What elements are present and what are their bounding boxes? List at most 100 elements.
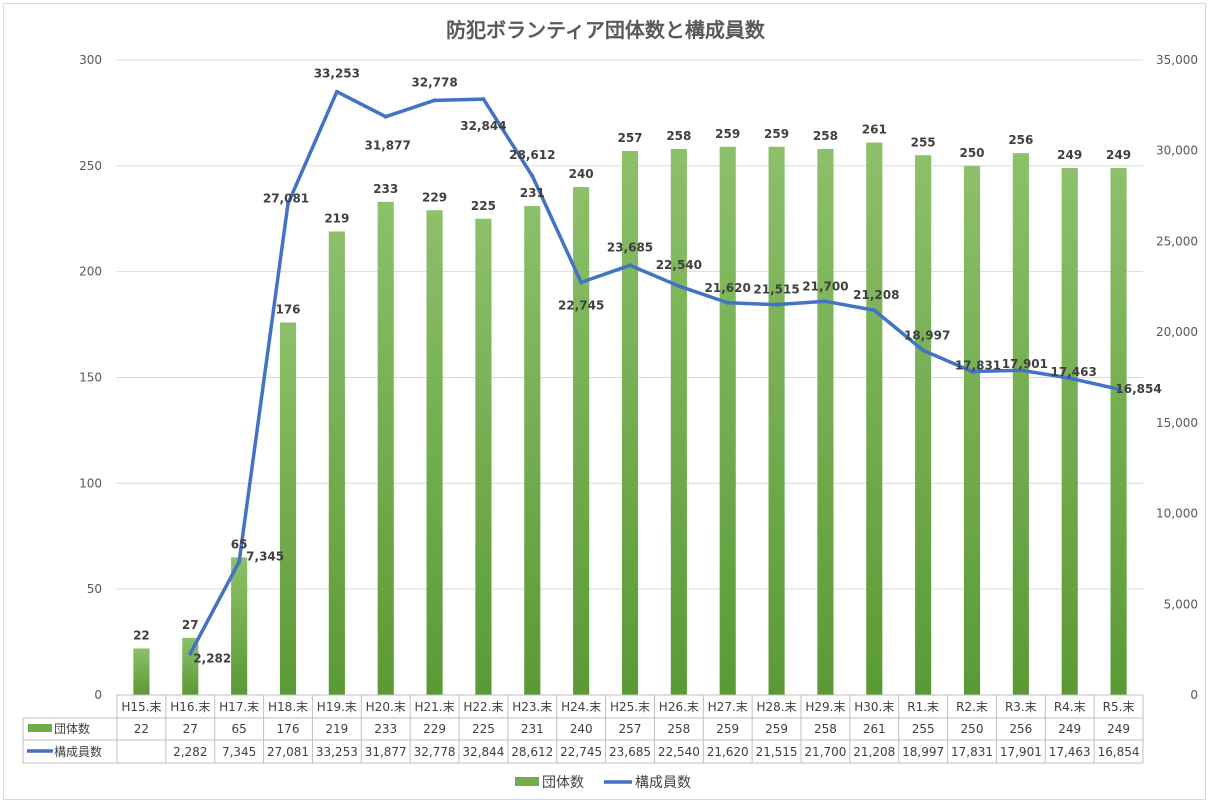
bar-data-label: 219 <box>324 211 349 225</box>
y-left-tick-label: 0 <box>94 688 102 702</box>
x-tick-label: R3.末 <box>1005 700 1037 714</box>
table-cell: 21,700 <box>804 745 846 759</box>
line-point <box>1116 387 1121 392</box>
bar <box>1110 167 1127 695</box>
line-point <box>579 280 584 285</box>
x-tick-label: H23.末 <box>512 700 552 714</box>
legend: 団体数 構成員数 <box>515 775 691 791</box>
bar-data-label: 225 <box>471 199 496 213</box>
line-point <box>188 651 193 656</box>
bar-data-label: 229 <box>422 190 447 204</box>
table-cell: 22,745 <box>560 745 602 759</box>
bar <box>670 148 687 695</box>
table-cell: 250 <box>961 722 984 736</box>
table-cell: 18,997 <box>902 745 944 759</box>
table-row-header: 構成員数 <box>54 744 102 759</box>
bar-data-label: 258 <box>666 129 691 143</box>
bar <box>768 146 785 696</box>
table-key-bar <box>28 724 52 732</box>
bar-series <box>133 142 1127 696</box>
line-point <box>432 98 437 103</box>
bar <box>915 155 932 695</box>
line-data-label: 21,208 <box>853 288 899 302</box>
line-point <box>676 284 681 289</box>
table-cell: 23,685 <box>609 745 651 759</box>
table-cell: 249 <box>1058 722 1081 736</box>
line-point <box>921 348 926 353</box>
bar-data-label: 256 <box>1008 133 1033 147</box>
x-tick-label: R1.末 <box>907 700 939 714</box>
bar <box>573 187 590 695</box>
table-cell: 32,778 <box>414 745 456 759</box>
bar-data-label: 240 <box>569 167 594 181</box>
x-tick-label: R5.末 <box>1103 700 1135 714</box>
y-right-tick-label: 15,000 <box>1156 416 1198 430</box>
table-cell: 27,081 <box>267 745 309 759</box>
line-data-label: 28,612 <box>509 148 555 162</box>
table-cell: 17,463 <box>1049 745 1091 759</box>
table-cell: 65 <box>232 722 247 736</box>
line-point <box>872 308 877 313</box>
table-cell: 31,877 <box>365 745 407 759</box>
bar-data-label: 250 <box>959 146 984 160</box>
table-cell: 225 <box>472 722 495 736</box>
bar <box>524 206 541 696</box>
bar <box>1012 153 1029 696</box>
line-point <box>1067 376 1072 381</box>
x-tick-label: H22.末 <box>463 700 503 714</box>
x-tick-label: H17.末 <box>219 700 259 714</box>
line-point <box>237 559 242 564</box>
bar-data-label: 255 <box>911 135 936 149</box>
table-cell: 21,208 <box>853 745 895 759</box>
line-data-label: 32,778 <box>411 75 457 89</box>
bar <box>328 231 345 695</box>
bar-data-label: 258 <box>813 129 838 143</box>
bar-data-label: 231 <box>520 186 545 200</box>
line-point <box>725 300 730 305</box>
y-left-tick-label: 250 <box>79 159 102 173</box>
bar-data-label: 249 <box>1057 148 1082 162</box>
line-data-label: 21,620 <box>705 281 751 295</box>
table-cell: 21,620 <box>707 745 749 759</box>
line-point <box>481 97 486 102</box>
bar <box>963 165 981 696</box>
line-data-label: 17,831 <box>955 358 1001 372</box>
legend-label: 団体数 <box>542 775 584 791</box>
line-point <box>286 201 290 206</box>
y-left-tick-label: 300 <box>79 53 102 67</box>
table-cell: 255 <box>912 722 935 736</box>
table-row-header: 団体数 <box>54 721 90 736</box>
line-point <box>334 89 339 94</box>
bar <box>475 218 492 695</box>
bar <box>377 201 394 696</box>
table-cell: 231 <box>521 722 544 736</box>
y-left-tick-label: 150 <box>79 371 102 385</box>
table-cell: 219 <box>325 722 348 736</box>
table-cell: 28,612 <box>511 745 553 759</box>
table-cell: 22,540 <box>658 745 700 759</box>
line-data-label: 23,685 <box>607 240 653 254</box>
data-table: H15.末 22 H16.末 27 2,282 H17.末 65 7,345 H18.末 176 2… <box>22 694 1144 764</box>
table-cell: 257 <box>619 722 642 736</box>
x-tick-label: R4.末 <box>1054 700 1086 714</box>
bar-data-label: 259 <box>764 127 789 141</box>
y-left-tick-label: 50 <box>87 582 102 596</box>
table-cell: 229 <box>423 722 446 736</box>
y-right-tick-label: 5,000 <box>1164 597 1198 611</box>
line-data-label: 32,844 <box>460 119 506 133</box>
x-tick-label: H16.末 <box>170 700 210 714</box>
table-cell: 249 <box>1107 722 1130 736</box>
legend-label: 構成員数 <box>635 775 691 791</box>
line-series <box>188 89 1121 656</box>
line-data-label: 33,253 <box>314 67 360 81</box>
y-left-tick-label: 200 <box>79 265 102 279</box>
x-tick-label: H29.末 <box>805 700 845 714</box>
x-tick-label: H28.末 <box>757 700 797 714</box>
bar <box>182 637 199 695</box>
x-tick-label: H30.末 <box>854 700 894 714</box>
line-point <box>970 369 974 374</box>
x-tick-label: H21.末 <box>415 700 455 714</box>
line-data-label: 18,997 <box>904 328 950 342</box>
line-data-label: 17,463 <box>1051 365 1097 379</box>
table-cell: 17,831 <box>951 745 993 759</box>
